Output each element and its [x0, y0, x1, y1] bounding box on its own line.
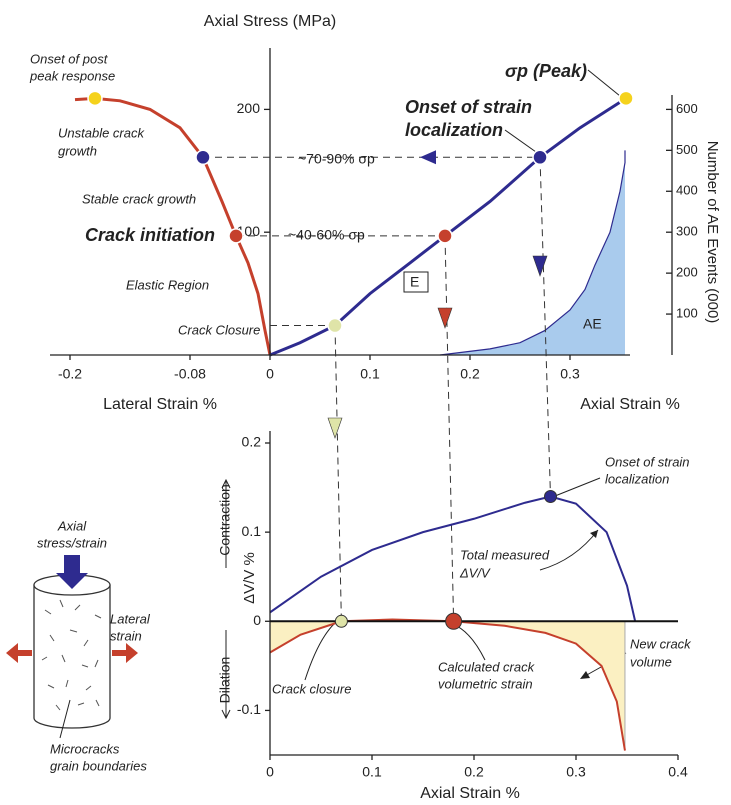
x-tick-label: 0.3 — [560, 366, 580, 382]
arrow-head — [532, 255, 548, 277]
x-tick-label: 0.4 — [668, 764, 688, 780]
annotation: σp (Peak) — [505, 61, 587, 81]
annotation: Crack Closure — [178, 322, 260, 337]
y-side-label: Contraction — [217, 484, 233, 556]
annotation: ΔV/V — [459, 565, 491, 580]
y-tick-label: 200 — [237, 100, 261, 116]
annotation: localization — [405, 120, 503, 140]
annotation: growth — [58, 143, 97, 158]
y2-tick-label: 100 — [676, 306, 698, 321]
x-tick-label: -0.08 — [174, 366, 206, 382]
specimen — [6, 555, 138, 739]
line — [269, 618, 626, 751]
y2-tick-label: 200 — [676, 265, 698, 280]
annotation: ~70-90% σp — [298, 151, 375, 167]
point — [532, 149, 548, 166]
point — [437, 228, 453, 244]
y2-tick-label: 600 — [676, 101, 698, 116]
y-tick-label: -0.1 — [237, 701, 261, 717]
y2-axis-label: Number of AE Events (000) — [704, 141, 721, 324]
x-tick-label: 0.2 — [460, 366, 480, 382]
connector — [334, 325, 342, 622]
x-tick-label: 0.3 — [566, 764, 586, 780]
y-axis-label: Axial Stress (MPa) — [204, 13, 336, 30]
connector — [539, 157, 551, 497]
point — [544, 489, 557, 503]
point — [445, 612, 463, 630]
x-tick-label: -0.2 — [58, 366, 82, 382]
annotation: Crack closure — [272, 681, 351, 696]
y-axis-label: ΔV/V % — [241, 552, 258, 604]
x-tick-label: 0.2 — [464, 764, 484, 780]
x-tick-label: 0 — [266, 764, 274, 780]
point — [327, 317, 343, 334]
point — [618, 90, 634, 107]
point — [334, 614, 348, 628]
annotation: ~40-60% σp — [288, 227, 365, 243]
area — [440, 150, 625, 355]
x-tick-label: 0 — [266, 366, 274, 382]
annotation: strain — [110, 628, 142, 643]
annotation: Calculated crack — [438, 659, 536, 674]
annotation: volumetric strain — [438, 676, 533, 691]
annotation: Stable crack growth — [82, 191, 196, 206]
annotation: localization — [605, 471, 669, 486]
arrow-head — [437, 307, 453, 329]
arrow — [221, 630, 231, 720]
arrow — [221, 478, 231, 568]
line — [269, 97, 627, 357]
x-tick-label: 0.1 — [360, 366, 380, 382]
line — [439, 150, 626, 356]
annotation: Onset of strain — [405, 97, 532, 117]
annotation: E — [410, 274, 419, 290]
y2-tick-label: 400 — [676, 183, 698, 198]
y-tick-label: 0 — [253, 612, 261, 628]
arrow-head — [420, 150, 436, 165]
annotation: Onset of strain — [605, 454, 690, 469]
x-axis-label: Axial Strain % — [420, 785, 520, 802]
annotation: Onset of post — [30, 51, 109, 66]
y2-tick-label: 500 — [676, 142, 698, 157]
annotation: peak response — [29, 68, 115, 83]
line — [269, 495, 637, 622]
point — [195, 149, 211, 166]
x-tick-label: 0.1 — [362, 764, 382, 780]
annotation: Unstable crack — [58, 125, 145, 140]
annotation: Crack initiation — [85, 225, 215, 245]
y-tick-label: 0.2 — [242, 434, 262, 450]
annotation: stress/strain — [37, 535, 107, 550]
annotation: Axial — [57, 518, 87, 533]
annotation: grain boundaries — [50, 758, 147, 773]
annotation: Lateral — [110, 611, 151, 626]
point — [228, 228, 244, 244]
point — [87, 90, 103, 107]
annotation: Total measured — [460, 547, 550, 562]
x-axis-label: Axial Strain % — [580, 396, 680, 413]
annotation: AE — [583, 316, 602, 332]
y-tick-label: 0.1 — [242, 523, 262, 539]
annotation: Microcracks — [50, 741, 120, 756]
annotation: New crack — [630, 636, 692, 651]
arrow-head — [327, 417, 343, 439]
y-side-label: Dilation — [217, 657, 233, 704]
annotation: volume — [630, 654, 672, 669]
annotation: Elastic Region — [126, 277, 209, 292]
line — [74, 96, 272, 356]
y2-tick-label: 300 — [676, 224, 698, 239]
x-axis-label: Lateral Strain % — [103, 396, 217, 413]
connector — [444, 235, 455, 622]
